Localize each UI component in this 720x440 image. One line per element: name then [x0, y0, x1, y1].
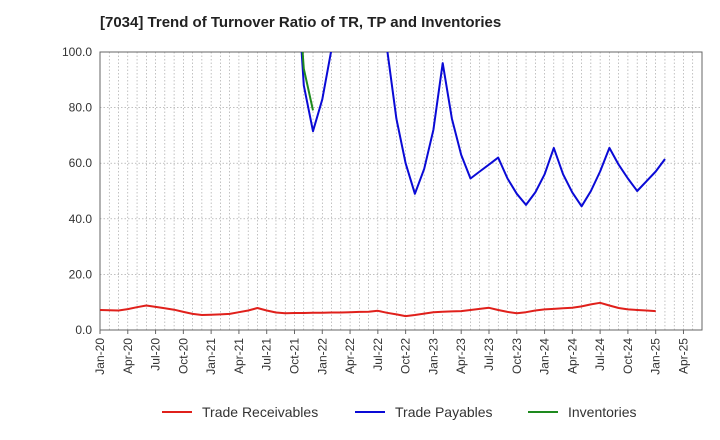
x-tick-label: Jul-24: [593, 338, 607, 371]
x-tick-label: Jan-23: [426, 338, 440, 375]
y-tick-label: 100.0: [62, 45, 92, 59]
legend-swatch-trade-payables: [355, 411, 385, 413]
y-tick-label: 60.0: [69, 156, 93, 170]
x-tick-label: Apr-25: [676, 338, 690, 374]
x-tick-label: Oct-20: [176, 338, 190, 374]
x-tick-label: Oct-21: [287, 338, 301, 374]
series-line-trade-payables: [300, 52, 666, 208]
x-tick-label: Apr-21: [232, 338, 246, 374]
series-lines: [100, 52, 666, 318]
x-tick-label: Oct-24: [621, 338, 635, 374]
legend: Trade Receivables Trade Payables Invento…: [0, 404, 720, 426]
grid: [100, 52, 702, 330]
y-tick-label: 40.0: [69, 212, 93, 226]
x-tick-label: Apr-23: [454, 338, 468, 374]
x-tick-label: Jul-22: [371, 338, 385, 371]
legend-item-inventories: Inventories: [528, 404, 636, 420]
legend-label-trade-receivables: Trade Receivables: [202, 404, 319, 420]
y-tick-label: 80.0: [69, 101, 93, 115]
x-tick-label: Apr-24: [565, 338, 579, 374]
tick-labels: 0.0 20.0 40.0 60.0 80.0 100.0 Jan-20 Apr-20 Jul-…: [62, 45, 691, 375]
x-tick-label: Jan-25: [649, 338, 663, 375]
plot-frame: [99, 51, 703, 331]
x-tick-label: Jan-21: [204, 338, 218, 375]
chart-title: [7034] Trend of Turnover Ratio of TR, TP…: [100, 14, 502, 31]
series-line-trade-receivables: [100, 301, 656, 318]
y-tick-label: 20.0: [69, 267, 93, 281]
axes: [99, 51, 703, 334]
legend-label-inventories: Inventories: [568, 404, 637, 420]
y-tick-label: 0.0: [75, 323, 92, 337]
x-tick-label: Jul-21: [260, 338, 274, 371]
legend-label-trade-payables: Trade Payables: [395, 404, 493, 420]
legend-swatch-trade-receivables: [162, 411, 192, 413]
x-tick-label: Jul-23: [482, 338, 496, 371]
x-tick-label: Jan-24: [538, 338, 552, 375]
legend-item-trade-receivables: Trade Receivables: [162, 404, 318, 420]
x-tick-label: Apr-22: [343, 338, 357, 374]
x-tick-label: Apr-20: [121, 338, 135, 374]
x-tick-label: Oct-22: [399, 338, 413, 374]
x-tick-label: Jan-22: [315, 338, 329, 375]
series-line-inventories: [301, 52, 314, 111]
x-tick-label: Jul-20: [149, 338, 163, 371]
x-tick-label: Oct-23: [510, 338, 524, 374]
legend-item-trade-payables: Trade Payables: [355, 404, 493, 420]
x-tick-label: Jan-20: [93, 338, 107, 375]
legend-swatch-inventories: [528, 411, 558, 413]
